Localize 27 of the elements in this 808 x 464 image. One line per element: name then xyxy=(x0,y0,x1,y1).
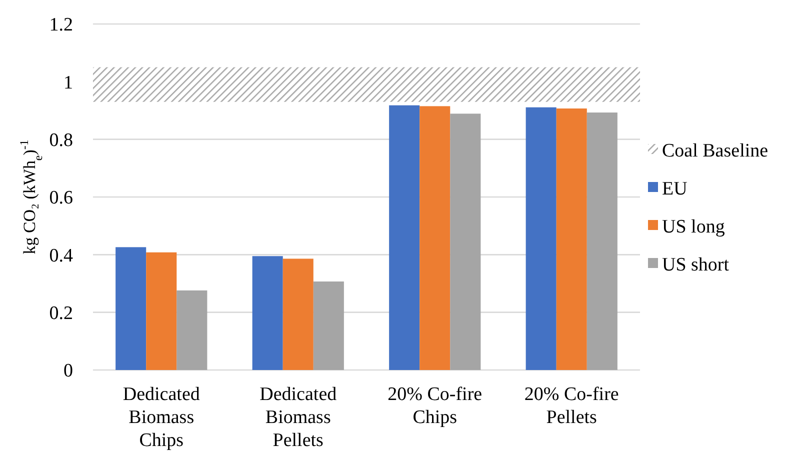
y-tick-label: 0.4 xyxy=(49,245,74,266)
legend-label: US long xyxy=(662,216,726,238)
bar xyxy=(176,290,208,370)
bar xyxy=(146,252,177,370)
y-tick-label: 0.8 xyxy=(49,130,73,151)
legend-label: Coal Baseline xyxy=(662,140,768,162)
bar xyxy=(252,256,283,370)
y-tick-label: 0.6 xyxy=(49,188,73,209)
legend-label: EU xyxy=(662,178,688,200)
x-tick-label: 20% Co-fire Pellets xyxy=(524,384,619,428)
bar xyxy=(420,106,450,370)
bar xyxy=(389,105,420,370)
bar xyxy=(526,107,556,370)
x-tick-label: 20% Co-fire Chips xyxy=(388,384,482,428)
bar xyxy=(313,281,344,370)
bar xyxy=(282,258,314,370)
x-tick-label: Dedicated Biomass Pellets xyxy=(260,384,338,451)
y-tick-label: 1 xyxy=(64,72,73,94)
y-tick-label: 0.2 xyxy=(49,302,73,324)
bar xyxy=(116,247,146,370)
x-tick-label: Dedicated Biomass Chips xyxy=(122,384,200,451)
bar xyxy=(450,114,481,370)
legend-label: US short xyxy=(662,254,730,276)
bar xyxy=(556,108,587,370)
bar xyxy=(586,112,618,370)
y-tick-label: 1.2 xyxy=(49,14,73,36)
y-tick-label: 0 xyxy=(64,360,73,382)
